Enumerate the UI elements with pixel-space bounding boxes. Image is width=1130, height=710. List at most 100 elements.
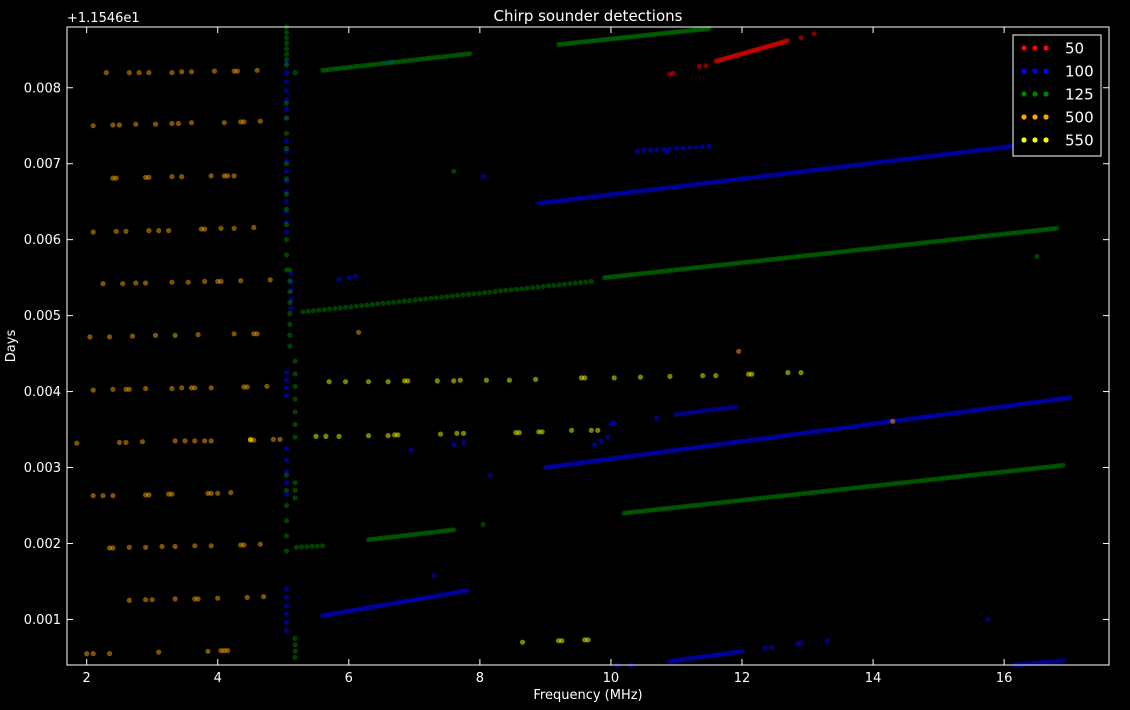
data-point — [380, 300, 386, 306]
data-point — [460, 439, 467, 446]
data-point — [611, 420, 617, 426]
data-point — [292, 358, 298, 364]
data-point — [234, 68, 240, 74]
data-point — [283, 79, 290, 85]
legend-marker — [1021, 68, 1027, 74]
data-point — [126, 544, 132, 550]
data-point — [323, 433, 329, 439]
data-point — [749, 371, 755, 377]
data-point — [337, 305, 343, 311]
data-point — [169, 120, 175, 127]
data-point — [700, 144, 706, 150]
data-point — [107, 334, 113, 340]
data-point — [647, 147, 653, 153]
data-point — [283, 51, 290, 57]
data-point — [87, 334, 93, 340]
data-point — [283, 377, 290, 383]
data-point — [179, 174, 185, 180]
data-point — [228, 490, 234, 496]
data-point — [211, 68, 218, 74]
data-point — [159, 543, 165, 550]
data-point — [508, 287, 514, 293]
legend-marker — [1021, 91, 1027, 97]
data-point — [299, 544, 305, 550]
data-point — [516, 430, 522, 436]
data-point — [680, 145, 686, 151]
data-point — [605, 434, 611, 440]
data-point — [890, 418, 896, 424]
series-500 — [74, 67, 896, 657]
y-axis-label: Days — [4, 330, 19, 363]
data-point — [304, 544, 310, 550]
data-point — [311, 308, 317, 314]
legend-marker — [1021, 45, 1027, 51]
data-point — [175, 120, 181, 127]
data-point — [701, 408, 707, 414]
data-point — [673, 411, 680, 417]
data-point — [283, 252, 290, 258]
data-point — [126, 70, 132, 76]
data-point — [471, 291, 477, 297]
y-tick-label: 0.002 — [24, 537, 61, 552]
data-point — [129, 333, 136, 339]
data-point — [283, 518, 290, 524]
data-point — [343, 304, 349, 310]
data-point — [634, 148, 640, 154]
y-tick-label: 0.003 — [24, 461, 61, 476]
data-point — [588, 278, 594, 284]
data-point — [238, 278, 244, 284]
data-point — [401, 298, 407, 304]
data-point — [417, 296, 423, 302]
data-point — [116, 439, 122, 446]
data-point — [396, 299, 402, 305]
data-point — [90, 651, 96, 657]
data-point — [595, 427, 601, 433]
data-point — [762, 645, 768, 651]
legend-marker — [1043, 137, 1049, 143]
data-point — [241, 119, 247, 125]
y-offset-text: +1.1546e1 — [67, 11, 140, 26]
data-point — [146, 492, 152, 498]
data-point — [247, 436, 254, 442]
data-point — [103, 70, 109, 76]
data-point — [283, 191, 290, 197]
data-point — [146, 70, 152, 76]
data-point — [569, 427, 575, 433]
data-point — [241, 542, 247, 548]
series-550 — [247, 370, 804, 645]
data-point — [283, 115, 290, 121]
x-tick-label: 12 — [734, 671, 751, 686]
data-point — [283, 445, 290, 452]
data-point — [283, 533, 290, 539]
data-point — [146, 228, 152, 234]
data-point — [208, 543, 214, 549]
data-point — [126, 386, 132, 392]
legend-marker — [1043, 91, 1049, 97]
data-point — [283, 502, 290, 509]
data-point — [283, 46, 290, 52]
data-point — [654, 415, 660, 421]
legend-marker — [1032, 114, 1038, 120]
data-point — [287, 267, 293, 273]
data-point — [195, 332, 201, 338]
x-axis-ticks: 2 4 6 8 10 12 14 16 — [83, 27, 1012, 686]
data-point — [356, 329, 362, 335]
data-point — [123, 228, 129, 234]
data-point — [434, 378, 440, 384]
data-point — [283, 487, 290, 493]
legend-label: 50 — [1065, 40, 1084, 58]
data-point — [267, 277, 273, 283]
data-point — [205, 648, 211, 654]
data-point — [292, 434, 298, 440]
data-point — [254, 67, 260, 73]
data-point — [664, 149, 670, 155]
data-point — [476, 290, 482, 296]
data-point — [713, 373, 719, 379]
data-point — [326, 379, 332, 385]
data-point — [90, 123, 96, 129]
data-point — [785, 38, 791, 44]
legend-marker — [1021, 114, 1027, 120]
data-point — [283, 57, 290, 63]
data-point — [283, 106, 290, 112]
